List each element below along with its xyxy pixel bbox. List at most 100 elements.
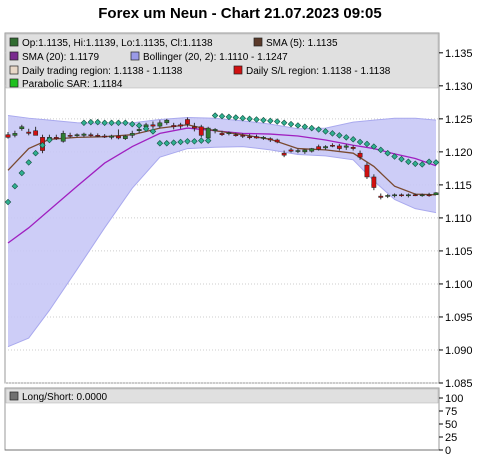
bollinger-band-area <box>8 115 436 347</box>
sar-point <box>301 123 309 130</box>
candle-body-up <box>343 145 349 148</box>
sar-point <box>191 138 198 145</box>
candle-body-down <box>267 138 273 141</box>
sar-point <box>315 126 322 133</box>
candle-body-down <box>5 134 11 138</box>
sar-point <box>211 112 219 119</box>
candle-body-down <box>336 145 342 149</box>
legend-swatch <box>253 37 263 47</box>
candle-body-down <box>233 134 239 136</box>
candle-body-down <box>254 136 259 139</box>
main-y-tick-label: 1.105 <box>445 246 473 258</box>
legend-label: SMA (5): 1.1135 <box>266 38 338 49</box>
sar-point <box>398 155 405 163</box>
main-y-tick-label: 1.090 <box>445 345 473 357</box>
candle-body-down <box>247 136 253 138</box>
candle-body-up <box>81 133 87 136</box>
sar-point <box>363 140 371 148</box>
sar-point <box>11 182 19 190</box>
candle-body-up <box>309 148 315 152</box>
candle-body-down <box>357 152 363 158</box>
sar-point <box>122 119 129 127</box>
candle-body-down <box>171 125 177 128</box>
legend-label: Parabolic SAR: 1.1184 <box>22 79 123 90</box>
indicator-y-tick-label: 50 <box>445 419 457 431</box>
sar-point <box>156 140 164 147</box>
sar-point <box>198 137 205 144</box>
candle-body-down <box>378 195 384 198</box>
sar-point <box>80 119 88 127</box>
sar-point <box>94 118 101 126</box>
candle-body-down <box>412 194 418 197</box>
sar-point <box>329 130 336 137</box>
sar-point <box>4 198 12 206</box>
candle-body-down <box>399 194 404 197</box>
sar-point <box>343 134 350 141</box>
candle-body-up <box>392 194 397 197</box>
candle-body-down <box>330 145 335 147</box>
candle-body-down <box>288 149 294 152</box>
legend-label: Daily trading region: 1.1138 - 1.1138 <box>22 66 183 77</box>
legend-label: Bollinger (20, 2): 1.1110 - 1.1247 <box>143 52 288 63</box>
sar-point <box>108 119 115 127</box>
sar-point <box>308 124 315 132</box>
legend-label: Op:1.1135, Hi:1.1139, Lo:1.1135, Cl:1.11… <box>22 38 213 49</box>
candle-body-up <box>405 194 411 197</box>
candle-body-up <box>205 127 211 139</box>
indicator-legend-background <box>5 388 439 404</box>
sar-point <box>46 136 53 144</box>
candle-body-up <box>12 133 18 136</box>
sar-point <box>384 149 391 157</box>
main-y-tick-label: 1.095 <box>445 312 473 324</box>
indicator-y-tick-label: 25 <box>445 432 457 444</box>
main-y-tick-label: 1.130 <box>445 81 473 93</box>
indicator-legend: Long/Short: 0.0000 <box>5 388 439 404</box>
sar-point <box>391 153 398 160</box>
legend-swatch <box>9 65 19 75</box>
sar-point <box>267 117 274 125</box>
candle-body-up <box>74 134 80 136</box>
candle-body-up <box>157 122 163 127</box>
candle-body-down <box>364 164 370 178</box>
sar-point <box>18 169 26 177</box>
candle-body-up <box>19 126 25 130</box>
sar-point <box>170 139 177 146</box>
sar-point <box>274 118 281 125</box>
candle-body-down <box>95 135 101 137</box>
candle-body-up <box>60 133 66 142</box>
sar-point <box>218 112 226 120</box>
sar-point <box>129 120 136 128</box>
sar-point <box>239 114 246 122</box>
main-y-tick-label: 1.125 <box>445 114 473 126</box>
sar-point <box>232 114 240 121</box>
main-y-tick-label: 1.135 <box>445 48 473 60</box>
candle-body-down <box>198 126 204 136</box>
sar-point <box>260 116 267 124</box>
sar-point <box>349 136 357 143</box>
candle-body-down <box>316 146 322 150</box>
candle-body-up <box>129 133 135 136</box>
sar-point <box>287 120 295 128</box>
sar-point <box>204 137 212 144</box>
candle-body-down <box>102 135 108 138</box>
candle-body-down <box>281 152 287 156</box>
bollinger-lower-line <box>7 146 437 348</box>
candle-body-down <box>426 194 432 197</box>
candle-body-down <box>33 130 39 136</box>
candle-body-down <box>240 135 246 137</box>
candle-body-up <box>164 119 170 124</box>
parabolic-sar-series <box>4 112 440 206</box>
candle-body-down <box>116 135 121 139</box>
indicator-legend-label: Long/Short: 0.0000 <box>22 392 108 403</box>
candle-body-down <box>26 131 32 134</box>
sar-point <box>142 125 150 132</box>
candle-body-up <box>109 135 114 138</box>
legend-label: Daily S/L region: 1.1138 - 1.1138 <box>246 66 391 77</box>
sar-point <box>432 159 440 166</box>
candle-body-down <box>350 146 356 149</box>
legend-swatch <box>9 78 19 88</box>
main-y-tick-label: 1.115 <box>445 180 472 192</box>
candle-body-up <box>212 129 218 131</box>
candle-body-up <box>226 132 232 134</box>
